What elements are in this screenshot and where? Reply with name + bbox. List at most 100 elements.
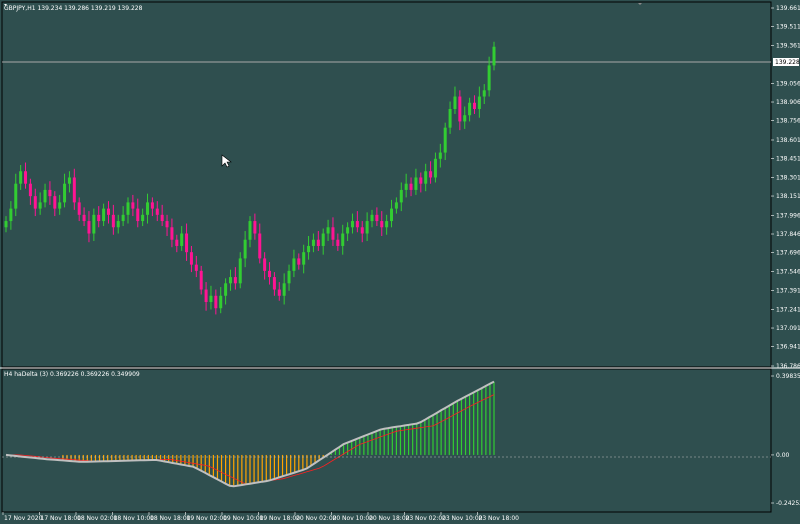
candle-body bbox=[380, 221, 384, 228]
candle-body bbox=[316, 239, 320, 246]
price-axis-label: 139.511 bbox=[776, 24, 800, 31]
candle bbox=[365, 212, 369, 241]
candle bbox=[346, 222, 350, 241]
candle-body bbox=[199, 270, 203, 290]
price-axis-label: 139.661 bbox=[776, 5, 800, 12]
candle-body bbox=[448, 108, 452, 128]
candle bbox=[282, 273, 286, 305]
candle bbox=[209, 285, 213, 310]
candle bbox=[228, 269, 232, 291]
candle bbox=[63, 173, 67, 208]
candle bbox=[121, 206, 125, 227]
candle-body bbox=[53, 196, 57, 209]
candle-body bbox=[228, 277, 232, 284]
candle-body bbox=[111, 214, 115, 228]
price-axis-label: 137.391 bbox=[776, 288, 800, 295]
candle-body bbox=[477, 96, 481, 109]
candle bbox=[219, 287, 223, 314]
candle-body bbox=[268, 270, 272, 278]
candle-body bbox=[399, 189, 403, 203]
candle-body bbox=[355, 221, 359, 228]
candle-body bbox=[67, 177, 71, 184]
candle-body bbox=[443, 127, 447, 153]
candle-body bbox=[238, 258, 242, 284]
indicator-panel[interactable]: H4 haDelta (3) 0.369226 0.369226 0.34990… bbox=[0, 367, 800, 513]
price-axis-label: 137.996 bbox=[776, 212, 800, 219]
time-axis-label: 23 Nov 18:00 bbox=[479, 515, 520, 522]
candle bbox=[82, 207, 86, 227]
candle bbox=[170, 218, 174, 248]
candle-body bbox=[331, 227, 335, 240]
time-axis-label: 19 Nov 18:00 bbox=[260, 515, 301, 522]
candle bbox=[453, 86, 457, 114]
candle-body bbox=[492, 46, 496, 66]
candle bbox=[263, 252, 267, 280]
candle-body bbox=[92, 214, 96, 234]
candle-body bbox=[292, 258, 296, 271]
candle bbox=[316, 231, 320, 251]
candle-body bbox=[185, 233, 189, 253]
price-axis-label: 136.786 bbox=[776, 363, 800, 370]
dropdown-triangle-icon[interactable] bbox=[4, 4, 7, 6]
price-panel[interactable]: GBPJPY,H1 139.234 139.286 139.219 139.22… bbox=[1, 1, 772, 368]
candle-body bbox=[370, 214, 374, 222]
price-axis[interactable]: 139.661 139.511 139.361 139.056 138.906 138.7… bbox=[771, 5, 800, 370]
price-axis-label: 137.696 bbox=[776, 250, 800, 257]
candle-body bbox=[424, 171, 428, 184]
candle-body bbox=[189, 252, 193, 265]
candle-body bbox=[155, 208, 159, 215]
time-axis-label: 23 Nov 02:00 bbox=[406, 515, 447, 522]
candle bbox=[19, 165, 23, 190]
candle bbox=[414, 168, 418, 195]
candle-body bbox=[433, 158, 437, 178]
candle bbox=[224, 278, 228, 305]
candle bbox=[399, 182, 403, 212]
candle-body bbox=[209, 295, 213, 302]
candle-body bbox=[146, 202, 150, 215]
candle-body bbox=[326, 227, 330, 234]
candle bbox=[433, 152, 437, 183]
candle bbox=[4, 216, 8, 233]
candle bbox=[116, 214, 120, 234]
indicator-axis[interactable]: 0.398357 0.00 -0.242524 bbox=[771, 373, 800, 507]
shift-marker-icon[interactable] bbox=[638, 3, 642, 5]
candle-body bbox=[165, 221, 169, 228]
candle-body bbox=[48, 189, 52, 197]
candle bbox=[482, 84, 486, 105]
candle-body bbox=[272, 277, 276, 290]
candle bbox=[189, 245, 193, 273]
candle-body bbox=[233, 277, 237, 284]
candle bbox=[243, 231, 247, 268]
candle bbox=[136, 198, 140, 228]
candle-body bbox=[365, 221, 369, 234]
candle-body bbox=[463, 115, 467, 122]
candle bbox=[277, 282, 281, 301]
candle-body bbox=[336, 239, 340, 246]
candle-body bbox=[194, 264, 198, 271]
candle bbox=[360, 221, 364, 243]
candle-body bbox=[19, 171, 23, 184]
candle bbox=[409, 177, 413, 197]
time-axis-label: 18 Nov 18:00 bbox=[150, 515, 191, 522]
price-panel-frame bbox=[1, 1, 772, 368]
candle bbox=[102, 203, 106, 227]
price-axis-label: 138.601 bbox=[776, 137, 800, 144]
candle bbox=[458, 90, 462, 131]
candle bbox=[14, 173, 18, 217]
candle-body bbox=[150, 202, 154, 209]
candle-body bbox=[131, 202, 135, 209]
candle bbox=[448, 101, 452, 134]
indicator-axis-label: 0.00 bbox=[776, 452, 790, 459]
candle-body bbox=[43, 189, 47, 203]
candle-body bbox=[468, 102, 472, 116]
candle-body bbox=[82, 214, 86, 222]
candle-body bbox=[141, 214, 145, 222]
candle-body bbox=[487, 65, 491, 91]
candle bbox=[394, 197, 398, 214]
candle bbox=[429, 161, 433, 184]
candle bbox=[331, 217, 335, 246]
candle-body bbox=[346, 227, 350, 234]
candle bbox=[233, 267, 237, 290]
